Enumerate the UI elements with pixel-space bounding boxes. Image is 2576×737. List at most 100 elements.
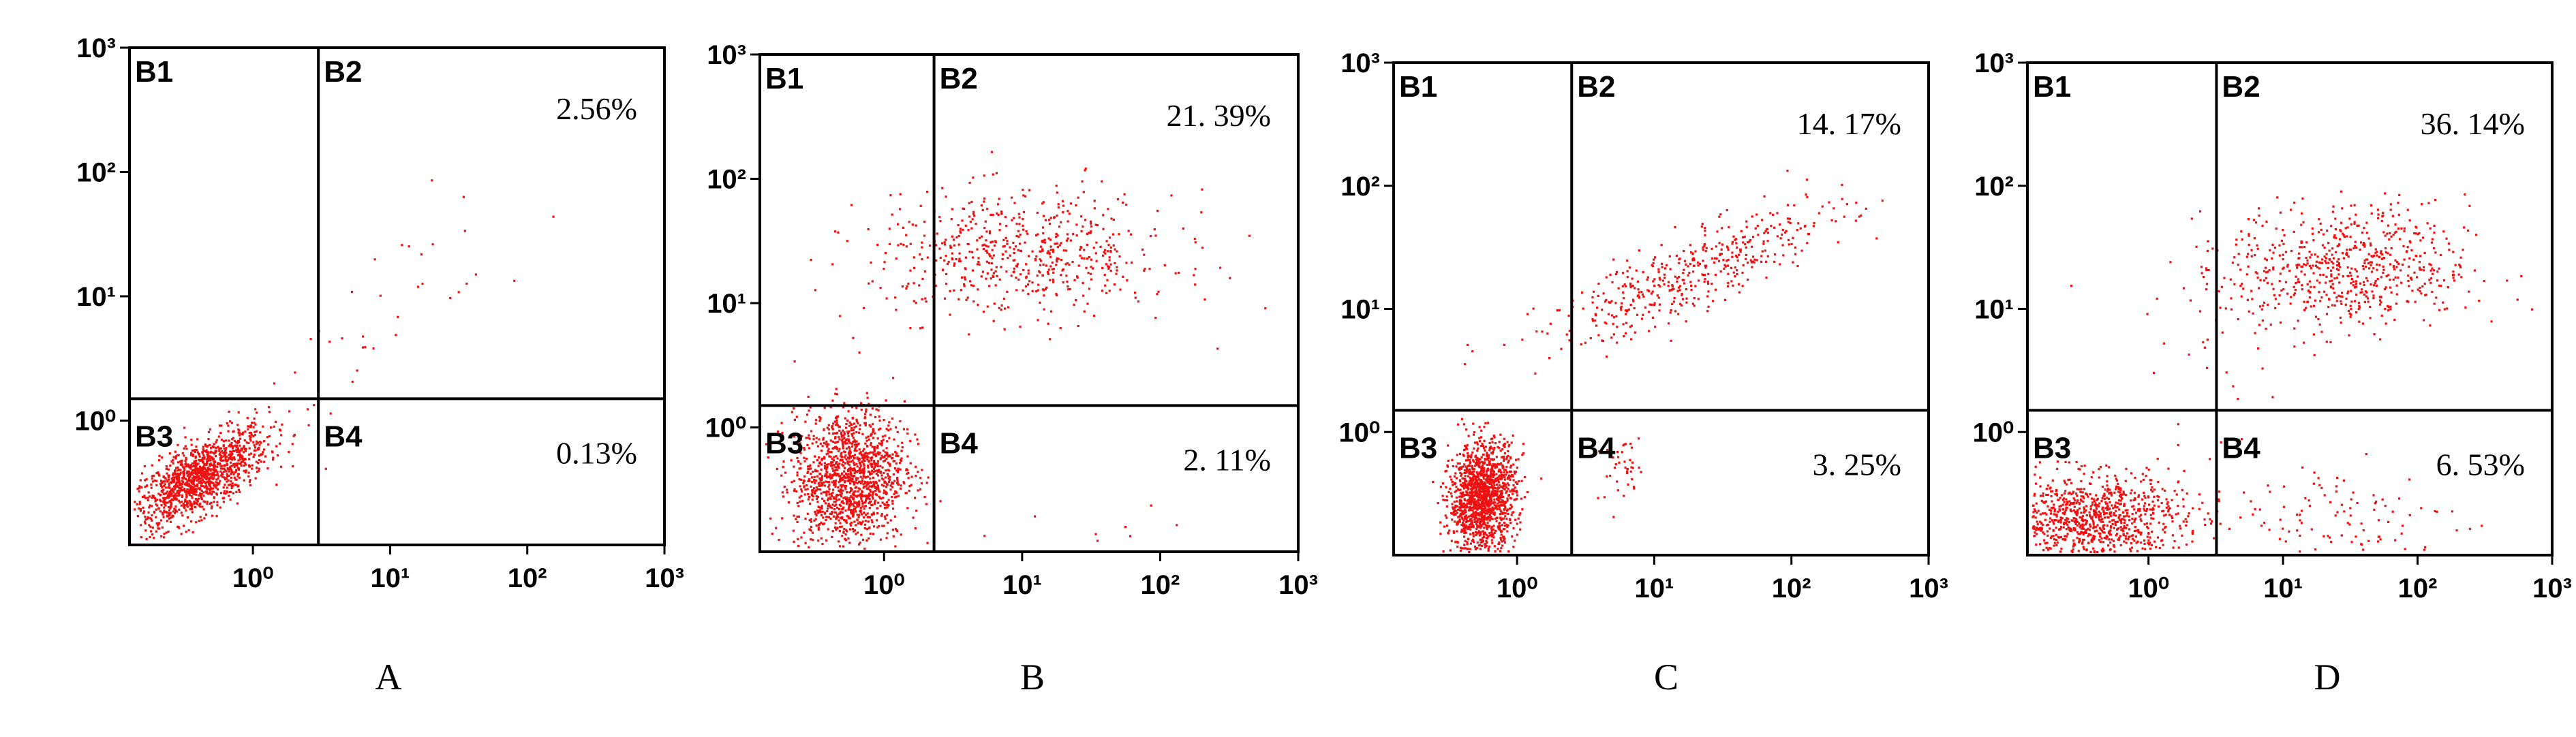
- data-point: [1485, 471, 1488, 473]
- data-point: [170, 499, 173, 502]
- data-point: [146, 518, 149, 520]
- data-point: [840, 458, 842, 461]
- data-point: [829, 512, 831, 515]
- data-point: [247, 471, 250, 474]
- data-point: [1477, 447, 1479, 450]
- y-tick-label: 10¹: [76, 282, 116, 312]
- data-point: [959, 230, 962, 233]
- data-point: [825, 480, 827, 483]
- data-point: [891, 213, 893, 216]
- data-point: [174, 473, 177, 475]
- data-point: [232, 473, 235, 475]
- data-point: [166, 520, 168, 522]
- data-point: [1471, 467, 1474, 470]
- data-point: [185, 500, 188, 503]
- data-point: [219, 432, 222, 435]
- data-point: [1475, 503, 1478, 506]
- data-point: [1506, 499, 1509, 502]
- data-point: [1688, 271, 1691, 275]
- data-point: [910, 484, 913, 486]
- data-point: [239, 437, 242, 440]
- data-point: [864, 422, 867, 424]
- data-point: [849, 522, 852, 525]
- data-point: [1473, 460, 1475, 463]
- data-point: [181, 489, 185, 492]
- data-point: [848, 430, 850, 433]
- data-point: [1476, 526, 1479, 529]
- data-point: [210, 456, 213, 459]
- data-point: [1486, 480, 1488, 482]
- data-point: [842, 460, 845, 463]
- data-point: [190, 495, 193, 498]
- data-point: [1499, 490, 1502, 493]
- data-point: [936, 232, 938, 235]
- data-point: [169, 516, 172, 519]
- data-point: [1458, 499, 1461, 502]
- data-point: [215, 481, 217, 484]
- data-point: [843, 431, 846, 434]
- data-point: [1751, 260, 1754, 263]
- data-point: [968, 215, 971, 218]
- data-point: [1096, 539, 1099, 542]
- data-point: [142, 506, 144, 509]
- data-point: [1503, 442, 1507, 445]
- data-point: [149, 517, 151, 520]
- data-point: [1483, 527, 1486, 529]
- data-point: [998, 229, 1001, 232]
- data-point: [1000, 266, 1002, 268]
- data-point: [1481, 518, 1484, 520]
- data-point: [159, 480, 163, 482]
- data-point: [863, 448, 865, 450]
- data-point: [816, 512, 819, 514]
- data-point: [823, 428, 825, 431]
- data-point: [1513, 490, 1516, 492]
- data-point: [193, 469, 196, 471]
- data-point: [1701, 273, 1704, 276]
- data-point: [245, 463, 247, 466]
- data-point: [855, 420, 858, 423]
- data-point: [963, 283, 966, 286]
- data-point: [857, 422, 859, 424]
- data-point: [1480, 460, 1483, 463]
- y-tick-label: 10²: [76, 158, 116, 188]
- data-point: [138, 485, 141, 488]
- data-point: [848, 507, 850, 509]
- data-point: [897, 454, 900, 457]
- data-point: [820, 514, 823, 517]
- data-point: [953, 264, 955, 267]
- data-point: [927, 476, 930, 479]
- data-point: [1475, 464, 1477, 467]
- data-point: [891, 529, 894, 531]
- data-point: [227, 484, 230, 486]
- data-point: [803, 447, 806, 450]
- data-point: [891, 417, 894, 420]
- data-point: [861, 505, 864, 507]
- data-point: [1467, 537, 1470, 540]
- data-point: [1484, 481, 1486, 484]
- data-point: [232, 450, 234, 452]
- data-point: [194, 506, 197, 509]
- data-point: [1469, 499, 1471, 502]
- data-point: [168, 486, 171, 489]
- data-point: [225, 470, 228, 473]
- data-point: [203, 517, 206, 520]
- data-point: [885, 486, 888, 488]
- data-point: [236, 424, 239, 426]
- data-point: [258, 459, 261, 462]
- data-point: [909, 462, 912, 465]
- data-point: [810, 525, 812, 529]
- data-point: [863, 413, 867, 415]
- y-tick-label: 10³: [76, 33, 116, 63]
- data-point: [1486, 503, 1488, 506]
- data-point: [228, 456, 230, 459]
- data-point: [1024, 285, 1027, 288]
- data-point: [827, 516, 831, 518]
- data-point: [1143, 269, 1146, 272]
- data-point: [810, 467, 812, 470]
- data-point: [219, 454, 221, 456]
- data-point: [855, 462, 858, 465]
- data-point: [1479, 466, 1482, 469]
- data-point: [1482, 504, 1484, 507]
- data-point: [821, 543, 824, 546]
- data-point: [776, 467, 778, 471]
